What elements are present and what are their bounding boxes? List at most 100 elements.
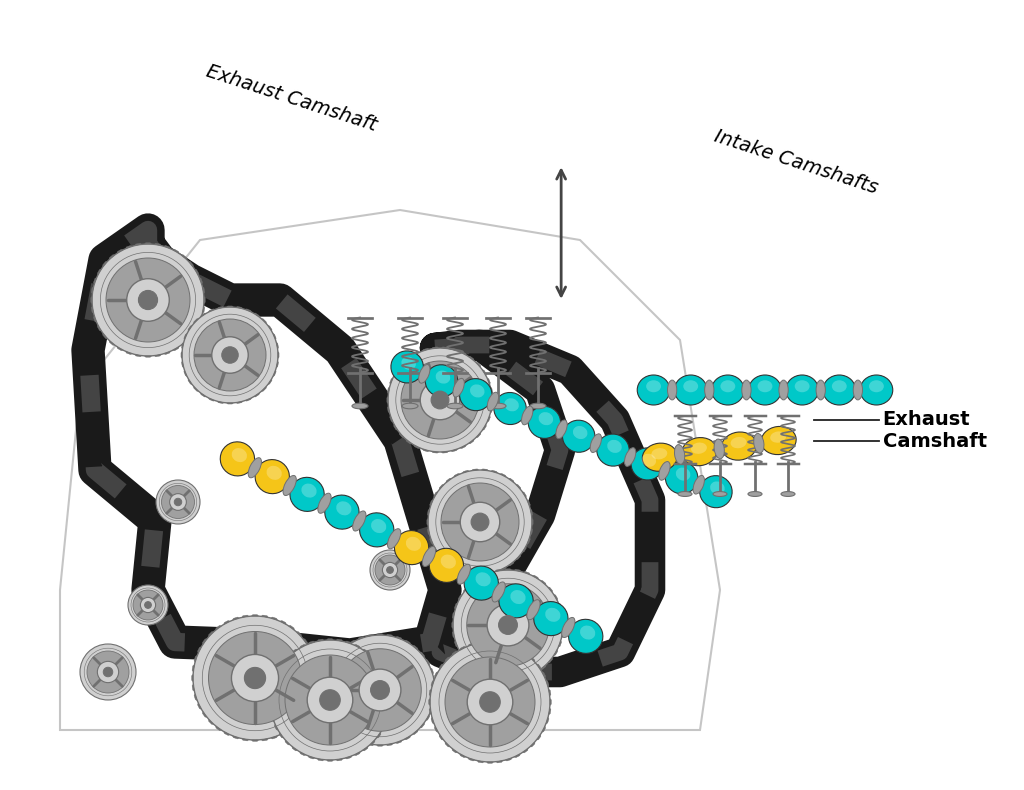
Ellipse shape xyxy=(754,434,764,453)
Circle shape xyxy=(441,483,519,561)
Polygon shape xyxy=(236,401,243,404)
Polygon shape xyxy=(454,473,460,477)
Circle shape xyxy=(387,566,393,574)
Polygon shape xyxy=(285,740,290,745)
Ellipse shape xyxy=(741,380,751,400)
Circle shape xyxy=(156,480,200,524)
Polygon shape xyxy=(522,651,528,656)
Polygon shape xyxy=(324,687,325,694)
Ellipse shape xyxy=(748,491,762,496)
Polygon shape xyxy=(254,313,259,317)
Polygon shape xyxy=(91,287,93,294)
Polygon shape xyxy=(477,641,484,643)
Polygon shape xyxy=(434,491,437,498)
Polygon shape xyxy=(200,316,203,322)
Circle shape xyxy=(127,279,169,322)
Ellipse shape xyxy=(562,618,574,638)
Polygon shape xyxy=(269,687,271,694)
Ellipse shape xyxy=(597,434,629,466)
Polygon shape xyxy=(516,484,521,490)
Polygon shape xyxy=(181,254,186,259)
Ellipse shape xyxy=(730,437,746,448)
Polygon shape xyxy=(358,637,365,640)
Polygon shape xyxy=(254,393,259,397)
Ellipse shape xyxy=(721,380,735,393)
Polygon shape xyxy=(487,378,490,385)
Polygon shape xyxy=(406,356,412,361)
Ellipse shape xyxy=(391,351,423,383)
Polygon shape xyxy=(144,243,152,244)
Polygon shape xyxy=(509,478,514,483)
Polygon shape xyxy=(377,662,381,668)
Polygon shape xyxy=(426,714,430,720)
Polygon shape xyxy=(477,575,483,579)
Circle shape xyxy=(212,337,248,373)
Circle shape xyxy=(194,319,266,391)
Polygon shape xyxy=(370,740,375,745)
Polygon shape xyxy=(549,690,551,696)
Polygon shape xyxy=(280,732,284,738)
Polygon shape xyxy=(274,724,279,730)
Polygon shape xyxy=(486,641,494,642)
Polygon shape xyxy=(514,754,520,758)
Polygon shape xyxy=(181,342,183,349)
Polygon shape xyxy=(537,735,541,740)
Ellipse shape xyxy=(530,403,546,408)
Polygon shape xyxy=(390,697,391,703)
Polygon shape xyxy=(273,371,276,377)
Polygon shape xyxy=(327,668,330,675)
Polygon shape xyxy=(514,646,520,650)
Polygon shape xyxy=(548,657,553,663)
Polygon shape xyxy=(445,657,450,662)
Polygon shape xyxy=(117,250,123,254)
Circle shape xyxy=(499,615,517,634)
Polygon shape xyxy=(303,639,307,645)
Polygon shape xyxy=(441,347,449,348)
Polygon shape xyxy=(496,641,503,643)
Polygon shape xyxy=(446,478,452,483)
Polygon shape xyxy=(342,645,347,650)
Polygon shape xyxy=(500,567,506,570)
Polygon shape xyxy=(209,719,214,724)
Polygon shape xyxy=(554,595,558,600)
Ellipse shape xyxy=(352,403,368,408)
Polygon shape xyxy=(382,724,386,730)
Polygon shape xyxy=(242,739,249,741)
Polygon shape xyxy=(439,664,443,670)
Polygon shape xyxy=(325,696,327,703)
Polygon shape xyxy=(452,622,453,629)
Polygon shape xyxy=(203,639,207,645)
Circle shape xyxy=(162,486,195,518)
Polygon shape xyxy=(390,416,393,422)
Polygon shape xyxy=(514,570,521,571)
Polygon shape xyxy=(393,424,397,431)
Circle shape xyxy=(170,494,186,510)
Circle shape xyxy=(174,498,182,506)
Polygon shape xyxy=(505,680,511,681)
Polygon shape xyxy=(312,656,316,662)
Ellipse shape xyxy=(534,601,568,636)
Ellipse shape xyxy=(761,427,797,454)
Polygon shape xyxy=(468,758,475,761)
Ellipse shape xyxy=(220,442,255,476)
Ellipse shape xyxy=(607,440,622,453)
Polygon shape xyxy=(312,694,316,701)
Circle shape xyxy=(106,258,190,342)
Ellipse shape xyxy=(435,371,451,384)
Polygon shape xyxy=(505,758,512,761)
Polygon shape xyxy=(173,347,179,351)
Ellipse shape xyxy=(699,476,732,508)
Polygon shape xyxy=(274,670,279,675)
Ellipse shape xyxy=(714,439,724,459)
Polygon shape xyxy=(490,470,498,473)
Polygon shape xyxy=(194,318,199,324)
Polygon shape xyxy=(548,587,553,592)
Polygon shape xyxy=(296,632,301,637)
Polygon shape xyxy=(445,742,450,747)
Polygon shape xyxy=(93,316,96,322)
Circle shape xyxy=(307,677,353,723)
Polygon shape xyxy=(188,333,194,339)
Circle shape xyxy=(193,616,317,740)
Ellipse shape xyxy=(853,380,862,400)
Ellipse shape xyxy=(556,420,567,438)
